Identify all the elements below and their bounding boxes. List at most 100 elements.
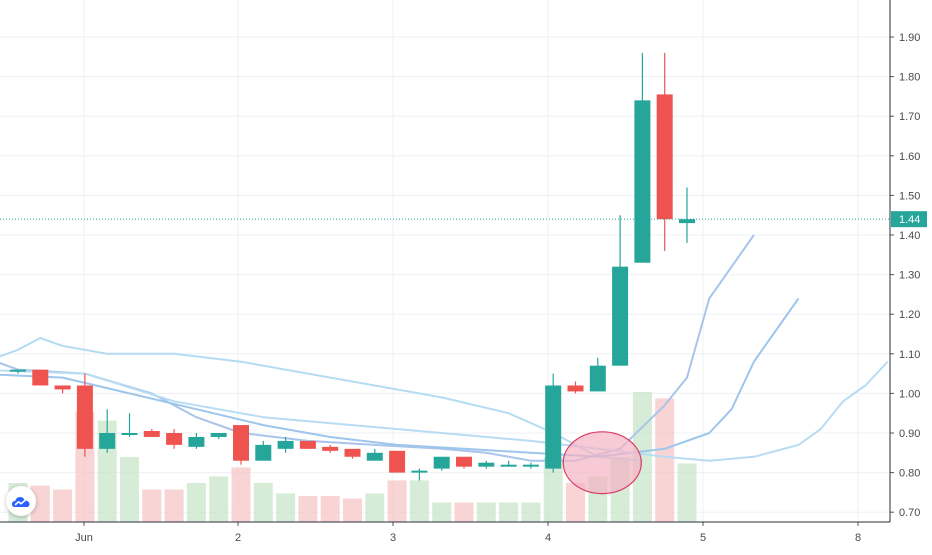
x-tick-label: 2 (235, 532, 241, 544)
volume-bar (677, 463, 697, 522)
candle-body (255, 444, 272, 461)
candles (10, 52, 695, 481)
volume-bar (566, 483, 585, 522)
candle (10, 369, 26, 374)
candle-body (589, 365, 606, 392)
grid-lines (0, 0, 890, 522)
candle (54, 385, 71, 394)
candle-body (478, 462, 495, 467)
candle-body (679, 219, 695, 224)
volume-bar (164, 489, 184, 522)
y-tick-label: 1.60 (899, 151, 920, 163)
volume-bar (120, 457, 139, 522)
candle (255, 440, 272, 461)
moving-average-line (0, 361, 889, 462)
candle (32, 369, 49, 386)
x-tick-label: Jun (75, 532, 93, 544)
last-price-label: 1.44 (899, 214, 920, 226)
candle-body (277, 440, 294, 449)
candle-body (32, 369, 49, 386)
candle (143, 429, 160, 437)
candle (76, 373, 93, 457)
volume-bar (432, 502, 452, 522)
candle (166, 429, 183, 449)
candle-body (299, 440, 316, 449)
candle-body (322, 446, 339, 451)
y-tick-label: 1.80 (899, 72, 920, 84)
x-tick-label: 3 (390, 532, 396, 544)
candle (299, 440, 316, 449)
volume-bar (276, 493, 296, 522)
x-tick-label: 8 (855, 532, 861, 544)
volume-bar (298, 496, 318, 522)
candle-body (411, 470, 428, 473)
candle-body (433, 456, 450, 469)
candle (545, 373, 562, 473)
annotations (0, 218, 890, 495)
y-tick-label: 0.90 (899, 428, 920, 440)
volume-bar (632, 392, 652, 522)
volume-bar (186, 483, 206, 522)
candle (589, 357, 606, 392)
candle (210, 433, 227, 439)
y-tick-label: 1.10 (899, 349, 920, 361)
candle (612, 215, 629, 366)
y-tick-label: 0.80 (899, 468, 920, 480)
axes: 1.90 1.80 1.70 1.60 1.50 1.40 1.30 1.20 1.10 1.00… (0, 0, 927, 544)
volume-bar (655, 398, 675, 522)
candle (344, 448, 361, 459)
candle (99, 409, 116, 453)
moving-average-line (0, 297, 800, 458)
tradingview-logo[interactable] (6, 486, 36, 516)
volume-bar (231, 467, 251, 522)
y-tick-label: 1.20 (899, 309, 920, 321)
y-tick-label: 1.30 (899, 270, 920, 282)
candle (456, 456, 472, 469)
candle (433, 456, 450, 471)
volume-bar (387, 480, 407, 522)
candle (478, 460, 495, 469)
volume-bar (209, 476, 229, 522)
y-tick-label: 0.70 (899, 507, 920, 519)
candle-body (76, 385, 93, 449)
candle-body (54, 385, 71, 390)
volume-bar (409, 480, 429, 522)
tradingview-cloud-icon (11, 497, 30, 507)
volume-bar (476, 502, 496, 522)
candle-body (166, 433, 183, 445)
moving-average-line (0, 337, 643, 462)
x-tick-label: 4 (545, 532, 551, 544)
candle (500, 460, 517, 467)
y-tick-label: 1.90 (899, 32, 920, 44)
candle (389, 450, 406, 473)
y-tick-label: 1.40 (899, 230, 920, 242)
candle-body (188, 436, 205, 447)
candle-body (121, 433, 138, 435)
volume-bar (142, 489, 162, 522)
candle-body (656, 94, 673, 220)
candle-body (456, 456, 472, 467)
volume-bar (365, 493, 385, 522)
y-tick-label: 1.00 (899, 388, 920, 400)
candle-body (10, 369, 26, 372)
candle (322, 444, 339, 453)
candle-body (366, 452, 383, 461)
candle (522, 462, 539, 469)
candle (233, 425, 249, 465)
candle (411, 468, 428, 481)
last-price-tag (891, 211, 927, 228)
candle-body (233, 425, 249, 461)
candle-body (389, 450, 406, 473)
y-tick-label: 1.50 (899, 190, 920, 202)
candle (656, 52, 673, 251)
volume-bar (543, 457, 563, 522)
candle-body (210, 433, 227, 437)
candle (567, 381, 584, 394)
volume-bar (30, 485, 50, 522)
candle-body (99, 433, 116, 449)
candle-body (500, 464, 517, 467)
volume-bar (53, 489, 73, 522)
candle-body (522, 464, 539, 467)
